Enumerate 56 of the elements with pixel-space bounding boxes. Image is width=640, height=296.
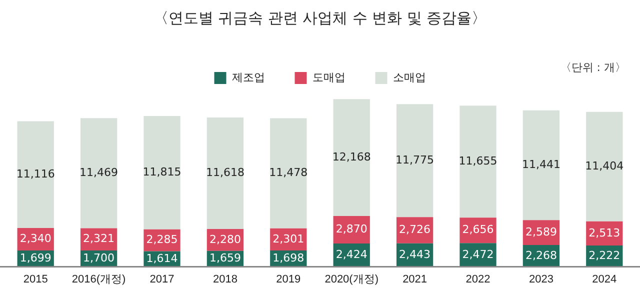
data-label: 2,340 xyxy=(20,232,52,246)
x-tick-label: 2021 xyxy=(402,273,428,286)
data-label: 11,655 xyxy=(458,154,498,168)
data-label: 2,301 xyxy=(272,232,304,246)
data-label: 2,285 xyxy=(146,233,178,246)
data-label: 11,478 xyxy=(269,166,308,180)
bar xyxy=(333,99,370,216)
data-label: 1,659 xyxy=(209,252,241,265)
data-label: 11,815 xyxy=(142,166,182,179)
data-label: 11,441 xyxy=(522,158,560,172)
legend-label: 도매업 xyxy=(312,72,346,84)
bar xyxy=(460,106,496,218)
data-label: 2,656 xyxy=(462,223,494,236)
data-label: 2,424 xyxy=(336,248,368,262)
x-tick-label: 2016(개정) xyxy=(72,273,126,286)
data-label: 2,443 xyxy=(399,248,431,261)
data-label: 11,618 xyxy=(206,166,244,180)
data-label: 2,870 xyxy=(336,222,368,236)
data-label: 11,404 xyxy=(585,159,624,172)
x-tick-label: 2015 xyxy=(23,273,48,286)
bar xyxy=(396,104,434,218)
bar xyxy=(522,110,560,220)
x-tick-label: 2024 xyxy=(592,273,617,286)
x-tick-label: 2022 xyxy=(466,273,490,286)
data-label: 1,698 xyxy=(272,252,304,265)
x-tick-label: 2020(개정) xyxy=(324,273,378,286)
bar xyxy=(80,118,118,228)
data-label: 1,700 xyxy=(83,252,115,264)
data-label: 12,168 xyxy=(332,150,371,164)
data-label: 2,513 xyxy=(588,226,620,240)
data-label: 2,268 xyxy=(525,248,557,262)
data-label: 2,280 xyxy=(209,232,241,246)
data-label: 11,116 xyxy=(16,168,55,181)
legend-label: 소매업 xyxy=(392,72,426,84)
data-label: 2,321 xyxy=(83,232,115,246)
data-label: 2,222 xyxy=(588,248,620,262)
x-tick-label: 2019 xyxy=(276,273,301,286)
bar xyxy=(396,217,434,244)
x-tick-label: 2017 xyxy=(150,273,174,286)
data-label: 1,699 xyxy=(20,252,52,265)
data-label: 11,775 xyxy=(396,154,434,167)
data-label: 2,589 xyxy=(525,225,557,238)
bar xyxy=(17,121,54,228)
bar xyxy=(586,112,623,222)
legend-label: 제조업 xyxy=(232,72,265,84)
chart-title: 〈연도별 귀금속 관련 사업체 수 변화 및 증감율〉 xyxy=(153,8,487,27)
x-tick-label: 2023 xyxy=(528,273,554,286)
data-label: 2,726 xyxy=(399,223,431,236)
bar xyxy=(144,116,180,230)
data-label: 2,472 xyxy=(462,248,494,261)
text: 〈단위 : 개〉 xyxy=(560,60,626,75)
data-label: 11,469 xyxy=(80,166,118,180)
bar xyxy=(206,117,244,229)
x-tick-label: 2018 xyxy=(212,273,238,286)
bar xyxy=(270,118,307,228)
data-label: 1,614 xyxy=(146,252,178,265)
